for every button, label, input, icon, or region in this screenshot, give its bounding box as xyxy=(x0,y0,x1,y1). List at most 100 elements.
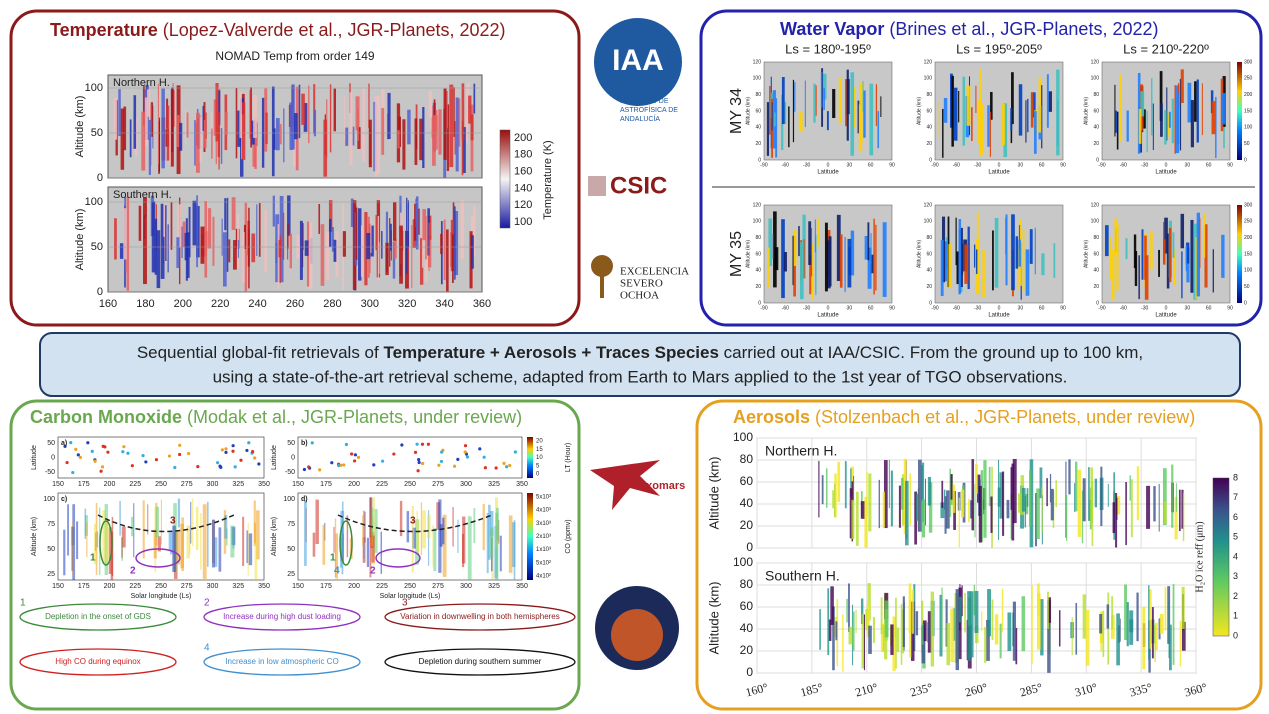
streak xyxy=(333,527,334,553)
streak xyxy=(509,515,513,572)
colorbar xyxy=(1237,205,1242,303)
x-tick-label: 0 xyxy=(1165,305,1168,311)
colorbar-tick: 2 xyxy=(1233,591,1238,601)
point xyxy=(417,469,420,472)
streak xyxy=(114,98,117,140)
y-tick-label: 50 xyxy=(47,546,55,553)
x-tick-label: 150 xyxy=(292,481,304,488)
x-tick-label: 300 xyxy=(207,583,219,590)
streak xyxy=(278,240,281,257)
streak xyxy=(222,219,223,256)
y-tick-label: 0 xyxy=(97,172,103,184)
streak xyxy=(452,507,453,547)
x-tick-label: 30 xyxy=(847,162,853,168)
streak xyxy=(890,624,893,655)
streak xyxy=(329,219,331,247)
x-tick-label: 350 xyxy=(516,481,528,488)
streak xyxy=(1018,493,1022,512)
streak xyxy=(1046,478,1048,506)
note-text: Increase in low atmospheric CO xyxy=(225,657,338,666)
streak xyxy=(974,245,975,268)
x-tick-label: 200 xyxy=(104,583,116,590)
point xyxy=(337,464,340,467)
streak xyxy=(299,85,301,138)
x-tick-label: 225 xyxy=(129,583,141,590)
streak xyxy=(983,460,986,538)
streak xyxy=(1092,481,1094,546)
streak xyxy=(1114,219,1117,255)
x-tick-label: 300 xyxy=(460,583,472,590)
streak xyxy=(1221,235,1224,278)
streak xyxy=(899,486,901,528)
streak xyxy=(876,84,877,126)
x-tick-label: 200 xyxy=(104,481,116,488)
streak xyxy=(242,517,244,566)
streak xyxy=(250,90,252,139)
point xyxy=(345,443,348,446)
streak xyxy=(1075,603,1077,655)
streak xyxy=(438,109,441,154)
streak xyxy=(185,108,186,144)
colorbar-tick: 50 xyxy=(1244,284,1250,290)
point xyxy=(69,441,72,444)
streak xyxy=(945,496,947,534)
x-tick-label: 320 xyxy=(398,298,416,310)
point xyxy=(354,453,357,456)
y-axis-label: Altitude (km) xyxy=(745,240,751,268)
column-header: Ls = 195º-205º xyxy=(956,41,1042,56)
streak xyxy=(941,481,943,508)
streak xyxy=(942,109,943,158)
plot-area xyxy=(298,437,522,478)
y-tick-label: 50 xyxy=(91,241,103,253)
streak xyxy=(194,120,196,165)
colorbar-tick: 160 xyxy=(514,166,532,178)
point xyxy=(478,447,481,450)
streak xyxy=(946,490,950,528)
x-tick-label: -30 xyxy=(1141,305,1148,311)
streak xyxy=(118,89,121,136)
streak xyxy=(880,96,881,117)
streak xyxy=(998,460,999,540)
streak xyxy=(846,599,848,623)
streak xyxy=(1059,610,1060,646)
streak xyxy=(309,222,312,289)
y-tick-label: 100 xyxy=(43,496,55,503)
streak xyxy=(1204,213,1205,258)
streak xyxy=(248,523,249,576)
x-tick-label: 160 xyxy=(99,298,117,310)
streak xyxy=(123,107,126,151)
x-tick-label: 360 xyxy=(473,298,491,310)
streak xyxy=(1202,83,1203,135)
streak xyxy=(1139,109,1142,144)
streak xyxy=(223,232,227,286)
point xyxy=(239,459,242,462)
colorbar-tick: 100 xyxy=(514,216,532,228)
streak xyxy=(767,102,769,156)
x-tick-label: 90 xyxy=(889,305,895,311)
x-tick-label: 0 xyxy=(827,305,830,311)
streak xyxy=(1154,625,1155,662)
streak xyxy=(133,95,136,149)
streak xyxy=(362,515,364,545)
point xyxy=(414,451,417,454)
colorbar-label: LT (Hour) xyxy=(565,443,572,472)
streak xyxy=(950,609,954,662)
streak xyxy=(981,611,982,630)
streak xyxy=(1163,239,1165,265)
point xyxy=(257,462,260,465)
streak xyxy=(496,508,499,540)
streak xyxy=(861,501,865,519)
streak xyxy=(815,219,816,252)
streak xyxy=(168,224,169,272)
streak xyxy=(877,111,879,148)
streak xyxy=(1027,99,1028,132)
x-tick-label: 30 xyxy=(1018,305,1024,311)
point xyxy=(330,461,333,464)
streak xyxy=(204,201,207,278)
section-title: Temperature(Lopez-Valverde et al., JGR-P… xyxy=(50,20,506,40)
point xyxy=(303,468,306,471)
streak xyxy=(322,525,325,565)
annotation-number: 3 xyxy=(410,516,416,527)
point xyxy=(400,443,403,446)
x-tick-label: -60 xyxy=(782,305,789,311)
